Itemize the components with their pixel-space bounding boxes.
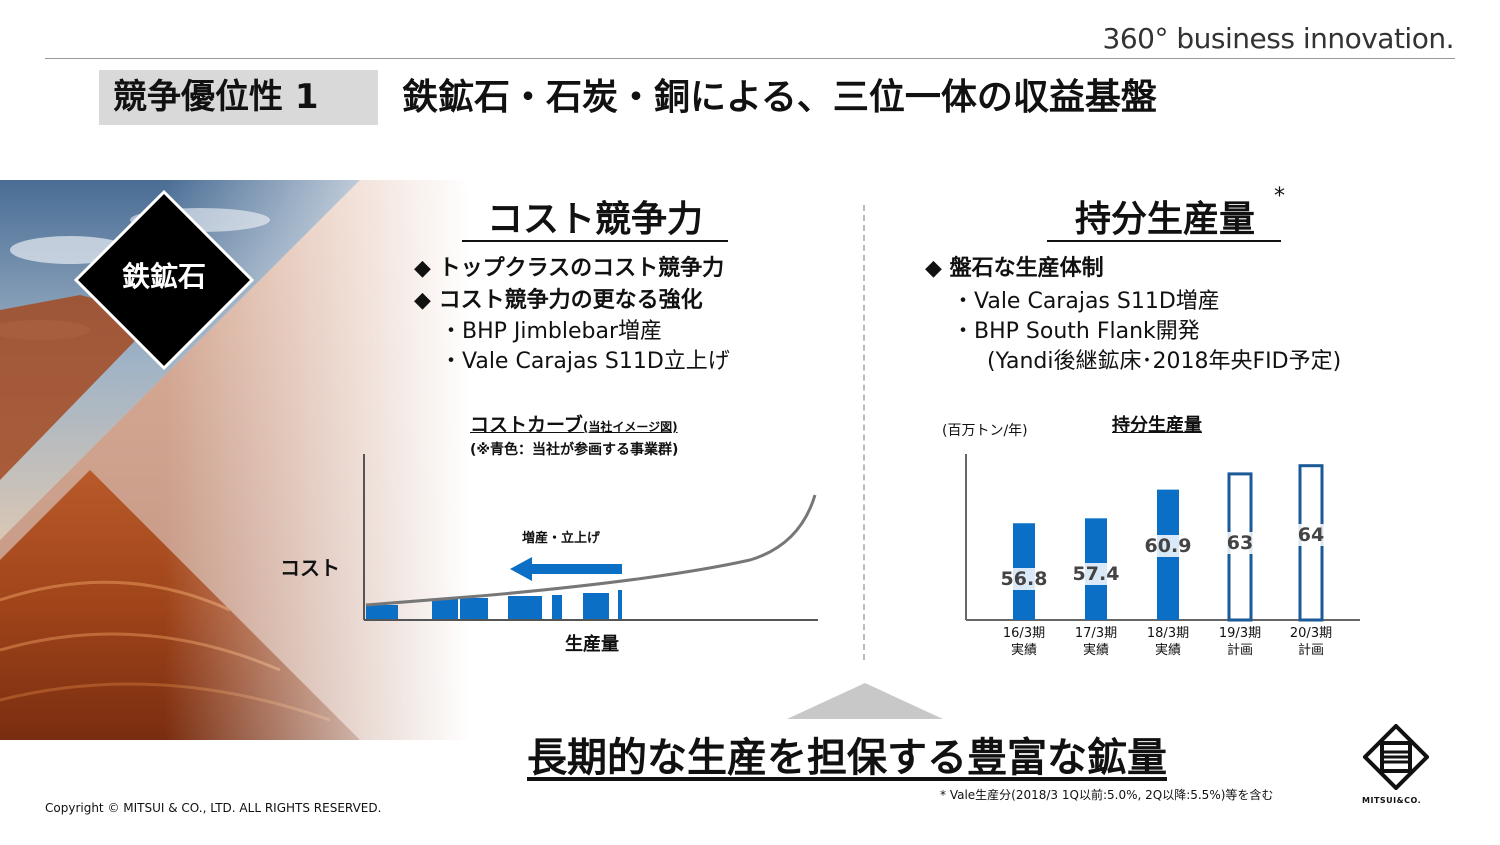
cost-subitem-1: ・BHP Jimblebar増産	[440, 319, 663, 344]
iron-ore-mine-photo	[0, 180, 470, 740]
cost-title-underline	[462, 240, 728, 242]
production-subitem-3: (Yandi後継鉱床･2018年央FID予定)	[987, 349, 1342, 374]
up-triangle	[787, 683, 943, 719]
cost-curve-title: コストカーブ	[470, 414, 583, 436]
bar-value-label: 60.9	[1141, 534, 1195, 557]
cost-axis-label: コスト	[280, 556, 340, 580]
advantage-badge: 競争優位性 1	[99, 70, 378, 125]
cost-curve-graphic	[363, 454, 818, 621]
header-rule	[45, 58, 1455, 59]
cost-section-title: コスト競争力	[486, 199, 703, 240]
mitsui-logo-icon	[1363, 724, 1429, 790]
x-tick-label: 17/3期 実績	[1074, 626, 1118, 658]
expansion-arrow-label: 増産・立上げ	[522, 531, 601, 546]
production-title-asterisk: *	[1274, 184, 1285, 209]
bar-value-label: 57.4	[1069, 563, 1123, 586]
production-bullet-1: ◆ 盤石な生産体制	[925, 256, 1104, 281]
bottom-title: 長期的な生産を担保する豊富な鉱量	[527, 735, 1167, 781]
production-subitem-1: ・Vale Carajas S11D増産	[952, 289, 1220, 314]
x-tick-label: 20/3期 計画	[1289, 626, 1333, 658]
iron-ore-label: 鉄鉱石	[121, 260, 206, 293]
x-tick-label: 19/3期 計画	[1218, 626, 1262, 658]
section-divider	[863, 205, 865, 660]
cost-curve-title-note: (当社イメージ図)	[582, 420, 678, 434]
production-subitem-2: ・BHP South Flank開発	[952, 319, 1200, 344]
x-tick-label: 18/3期 実績	[1146, 626, 1190, 658]
page-title: 鉄鉱石・石炭・銅による、三位一体の収益基盤	[402, 77, 1157, 118]
cost-curve-title-row: コストカーブ(当社イメージ図)	[470, 410, 678, 437]
production-section-title: 持分生産量	[1074, 199, 1255, 240]
x-tick-label: 16/3期 実績	[1002, 626, 1046, 658]
footnote: * Vale生産分(2018/3 1Q以前:5.0%, 2Q以降:5.5%)等を…	[940, 788, 1274, 802]
production-axis-label: 生産量	[565, 634, 619, 655]
chart-title: 持分生産量	[1112, 415, 1202, 436]
cost-bullet-1: ◆ トップクラスのコスト競争力	[414, 256, 725, 281]
bar-value-label: 63	[1213, 532, 1267, 555]
production-title-underline	[1047, 240, 1281, 242]
iron-ore-diamond-badge	[73, 189, 255, 371]
brand-wordmark: MITSUI&CO.	[1362, 796, 1422, 805]
cost-curve-subtitle: (※青色：当社が参画する事業群)	[470, 442, 679, 458]
bar-value-label: 56.8	[997, 568, 1051, 591]
chart-unit-label: (百万トン/年)	[942, 423, 1028, 439]
copyright: Copyright © MITSUI & CO., LTD. ALL RIGHT…	[45, 801, 382, 815]
bar-value-label: 64	[1284, 524, 1338, 547]
cost-subitem-2: ・Vale Carajas S11D立上げ	[440, 349, 730, 374]
production-bar-chart	[965, 454, 1360, 622]
cost-bullet-2: ◆ コスト競争力の更なる強化	[414, 288, 703, 313]
tagline: 360° business innovation.	[1102, 22, 1455, 55]
